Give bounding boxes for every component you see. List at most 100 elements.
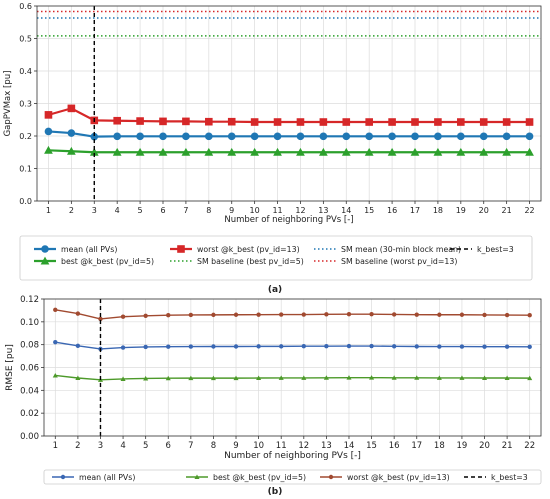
data-point (227, 117, 236, 126)
y-tick-label: 0.3 (19, 100, 32, 109)
legend-entry: best @k_best (pv_id=5) (34, 256, 154, 266)
data-point (75, 311, 81, 316)
data-point (479, 118, 488, 126)
data-point (319, 118, 328, 126)
x-tick-label: 19 (456, 206, 466, 215)
data-point (250, 118, 259, 126)
data-point (296, 147, 305, 156)
data-point (324, 343, 329, 349)
legend-label: best @k_best (pv_id=5) (213, 473, 306, 482)
data-point (301, 343, 306, 349)
data-point (75, 343, 81, 349)
legend-label: best @k_best (pv_id=5) (61, 257, 154, 266)
data-point (388, 118, 396, 126)
x-tick-label: 1 (46, 206, 51, 215)
legend-marker (40, 256, 50, 265)
data-point (250, 132, 259, 141)
data-point (136, 132, 144, 141)
data-point (44, 145, 53, 154)
data-point (296, 118, 305, 126)
data-point (527, 375, 533, 381)
legend-label: k_best=3 (477, 245, 514, 254)
data-point (365, 118, 373, 126)
x-tick-label: 12 (298, 441, 309, 451)
data-point (67, 104, 76, 113)
legend-label: mean (all PVs) (61, 245, 117, 254)
data-point (233, 344, 239, 349)
legend-marker (194, 474, 200, 480)
data-point (502, 118, 511, 126)
data-point (527, 313, 532, 318)
data-point (346, 375, 352, 380)
x-tick-label: 1 (53, 441, 58, 451)
x-tick-label: 5 (143, 441, 148, 451)
x-tick-label: 10 (250, 206, 260, 215)
x-tick-label: 8 (211, 441, 216, 451)
data-point (527, 344, 532, 350)
x-tick-label: 20 (479, 441, 490, 451)
x-tick-label: 22 (524, 206, 534, 215)
y-tick-label: 0.6 (19, 2, 32, 11)
x-tick-label: 3 (98, 441, 103, 451)
data-point (273, 118, 282, 126)
series-0 (53, 339, 532, 352)
legend-entry: SM baseline (worst pv_id=13) (314, 257, 457, 266)
data-point (53, 339, 58, 345)
data-point (188, 312, 194, 318)
series-line (55, 309, 530, 320)
x-tick-label: 16 (389, 441, 400, 451)
data-point (113, 132, 121, 141)
data-point (227, 147, 237, 156)
x-tick-label: 2 (75, 441, 80, 451)
data-point (256, 344, 261, 349)
series-line (55, 341, 530, 350)
x-tick-label: 13 (321, 441, 332, 451)
data-point (369, 375, 375, 380)
data-point (188, 344, 194, 349)
legend-label: mean (all PVs) (79, 473, 135, 482)
data-point (434, 132, 442, 141)
series-line (55, 374, 530, 381)
x-tick-label: 17 (410, 206, 420, 215)
data-point (279, 344, 284, 349)
data-point (278, 375, 284, 380)
legend-marker (328, 474, 334, 480)
data-point (388, 132, 396, 141)
data-point (66, 146, 76, 155)
data-point (504, 375, 510, 381)
data-point (457, 132, 465, 141)
x-tick-label: 8 (206, 206, 211, 215)
data-point (120, 314, 126, 319)
x-tick-label: 6 (166, 441, 171, 451)
data-point (52, 372, 58, 378)
data-point (414, 312, 419, 317)
y-tick-label: 0.1 (19, 165, 32, 174)
y-tick-label: 0.02 (20, 409, 39, 419)
data-point (459, 312, 465, 317)
data-point (341, 147, 351, 156)
legend-entry: k_best=3 (464, 473, 528, 482)
chart-panel-a: 1 2 3 4 5 6 7 8 9 10 11 12 13 14 15 16 17 18 19 20 21 220.00.… (3, 2, 542, 295)
data-point (346, 343, 352, 349)
data-point (165, 375, 171, 381)
y-tick-label: 0.08 (20, 341, 39, 351)
data-point (166, 313, 171, 318)
data-point (318, 147, 328, 156)
data-point (369, 311, 374, 317)
series-1 (52, 372, 533, 382)
legend: mean (all PVs) best @k_best (pv_id=5) wors… (43, 469, 542, 485)
data-point (387, 147, 397, 156)
series-line (48, 149, 530, 154)
data-point (188, 375, 194, 381)
data-point (120, 376, 126, 381)
data-point (391, 344, 397, 349)
data-point (459, 344, 465, 349)
data-point (143, 344, 148, 350)
x-tick-label: 12 (295, 206, 305, 215)
data-point (479, 147, 489, 156)
data-point (113, 116, 121, 125)
data-point (205, 132, 213, 141)
data-point (319, 132, 328, 141)
legend-entry: SM baseline (best pv_id=5) (170, 257, 304, 266)
